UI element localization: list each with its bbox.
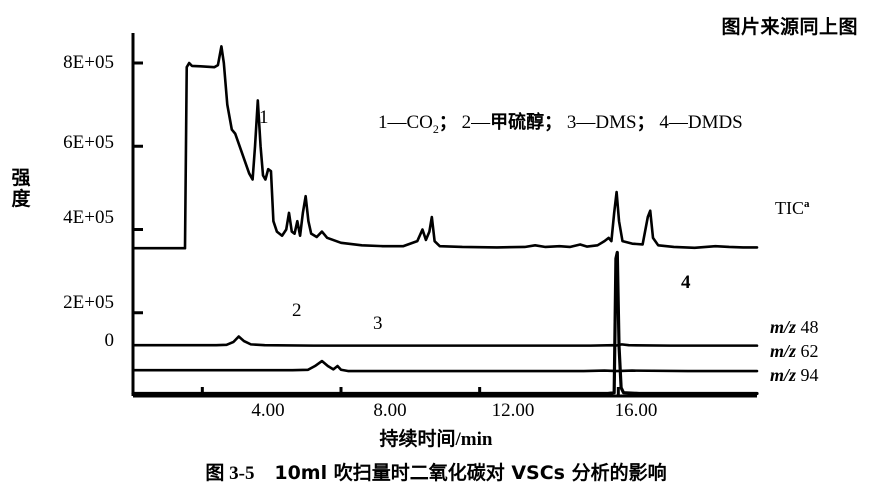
trace-label-tic-text: TIC bbox=[775, 198, 804, 218]
x-tick-label-8: 8.00 bbox=[373, 400, 407, 421]
peak-marker-3: 3 bbox=[373, 313, 383, 334]
trace-m-z-94 bbox=[131, 250, 759, 396]
x-axis-title-text: 持续时间 bbox=[379, 428, 456, 450]
y-axis-ticks bbox=[133, 61, 143, 398]
y-tick-label-4e5: 4E+05 bbox=[63, 207, 114, 228]
x-tick-label-16: 16.00 bbox=[614, 400, 658, 421]
mz-prefix-48: m/z bbox=[770, 317, 797, 337]
source-note: 图片来源同上图 bbox=[721, 16, 858, 38]
legend-item-3-name: DMS bbox=[595, 112, 637, 133]
trace-label-mz48-value: 48 bbox=[800, 317, 819, 337]
legend-item-4-name: DMDS bbox=[687, 112, 743, 133]
legend-item-2-name: 甲硫醇 bbox=[490, 112, 545, 133]
legend-item-1-number: 1 bbox=[378, 112, 388, 133]
axis-group bbox=[131, 33, 757, 398]
x-axis-title: 持续时间/min bbox=[0, 424, 872, 451]
y-tick-label-0: 0 bbox=[104, 330, 115, 351]
legend-item-1-sub: 2 bbox=[432, 121, 439, 136]
trace-label-tic-superscript: a bbox=[804, 198, 810, 210]
peak-legend: 1—CO2； 2—甲硫醇； 3—DMS； 4—DMDS bbox=[378, 108, 743, 137]
trace-label-mz94-value: 94 bbox=[800, 365, 819, 385]
legend-sep-3: ； bbox=[636, 112, 655, 133]
trace-m-z-48 bbox=[131, 335, 759, 347]
trace-label-mz94: m/z 94 bbox=[770, 365, 819, 386]
figure-caption-text: 10ml 吹扫量时二氧化碳对 VSCs 分析的影响 bbox=[274, 462, 667, 484]
y-tick-label-8e5: 8E+05 bbox=[63, 52, 114, 73]
mz-prefix-94: m/z bbox=[770, 365, 797, 385]
y-tick-label-6e5: 6E+05 bbox=[63, 132, 114, 153]
y-tick-label-2e5: 2E+05 bbox=[63, 292, 114, 313]
mz-prefix-62: m/z bbox=[770, 341, 797, 361]
trace-label-tic: TICa bbox=[775, 198, 810, 219]
y-axis-title: 强度 bbox=[11, 167, 31, 210]
trace-label-mz62: m/z 62 bbox=[770, 341, 819, 362]
trace-tic bbox=[131, 45, 759, 250]
figure-caption-label: 图 3-5 bbox=[205, 463, 255, 484]
peak-marker-4: 4 bbox=[681, 272, 691, 293]
x-axis-unit: /min bbox=[455, 429, 493, 450]
legend-item-2-number: 2 bbox=[461, 112, 472, 133]
legend-item-1-name: CO bbox=[406, 112, 433, 133]
legend-sep-2: ； bbox=[544, 112, 563, 133]
legend-item-3-number: 3 bbox=[566, 112, 577, 133]
legend-item-4-number: 4 bbox=[659, 112, 669, 133]
figure-caption: 图 3-5 10ml 吹扫量时二氧化碳对 VSCs 分析的影响 bbox=[0, 458, 872, 485]
x-tick-label-4: 4.00 bbox=[251, 400, 285, 421]
legend-sep-1: ； bbox=[438, 112, 457, 133]
trace-m-z-62 bbox=[131, 359, 759, 373]
peak-marker-2: 2 bbox=[292, 300, 302, 321]
series-group bbox=[131, 45, 759, 396]
x-tick-label-12: 12.00 bbox=[491, 400, 535, 421]
peak-marker-1: 1 bbox=[259, 107, 269, 128]
legend-item-2-dash: — bbox=[471, 112, 491, 133]
legend-item-3-dash: — bbox=[576, 112, 596, 133]
legend-item-1-dash: — bbox=[387, 112, 407, 133]
legend-item-4-dash: — bbox=[668, 112, 688, 133]
trace-label-mz48: m/z 48 bbox=[770, 317, 819, 338]
trace-label-mz62-value: 62 bbox=[800, 341, 819, 361]
